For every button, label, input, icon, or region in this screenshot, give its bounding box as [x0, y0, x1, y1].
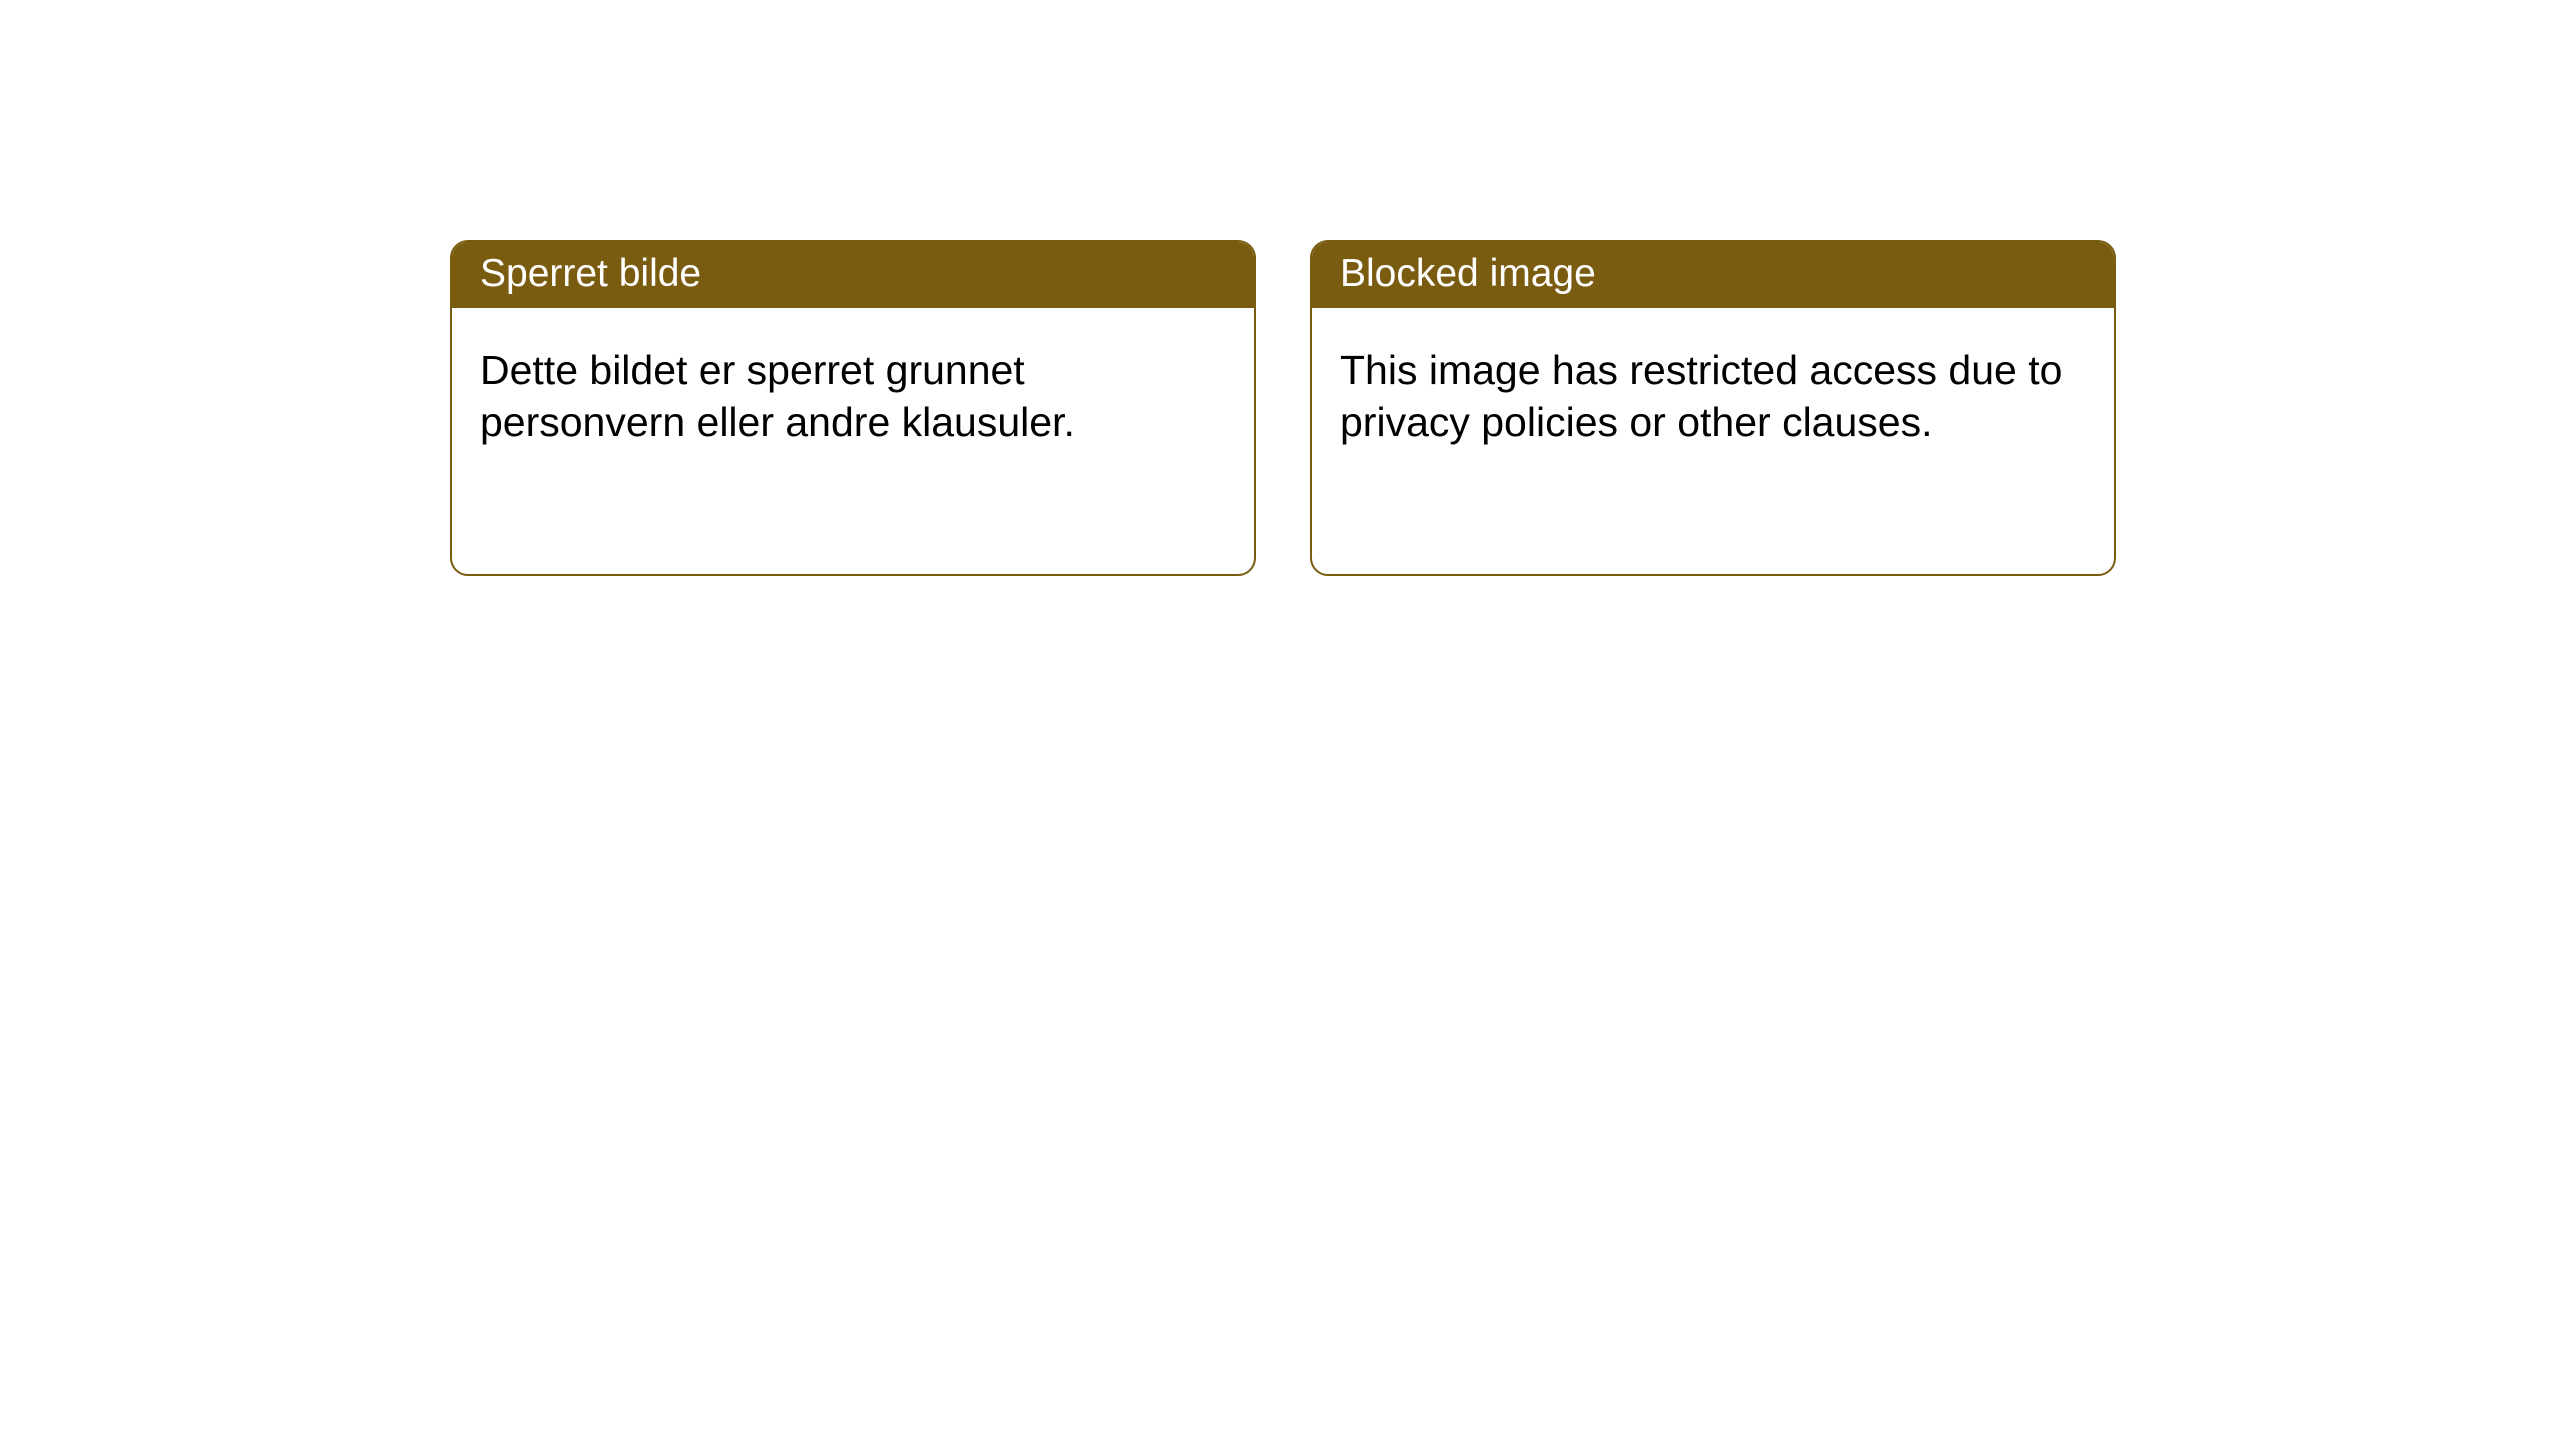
card-body-no: Dette bildet er sperret grunnet personve…: [452, 308, 1254, 477]
blocked-image-card-en: Blocked image This image has restricted …: [1310, 240, 2116, 576]
card-body-en: This image has restricted access due to …: [1312, 308, 2114, 477]
card-title-no: Sperret bilde: [452, 242, 1254, 308]
card-title-en: Blocked image: [1312, 242, 2114, 308]
cards-container: Sperret bilde Dette bildet er sperret gr…: [0, 0, 2560, 576]
blocked-image-card-no: Sperret bilde Dette bildet er sperret gr…: [450, 240, 1256, 576]
